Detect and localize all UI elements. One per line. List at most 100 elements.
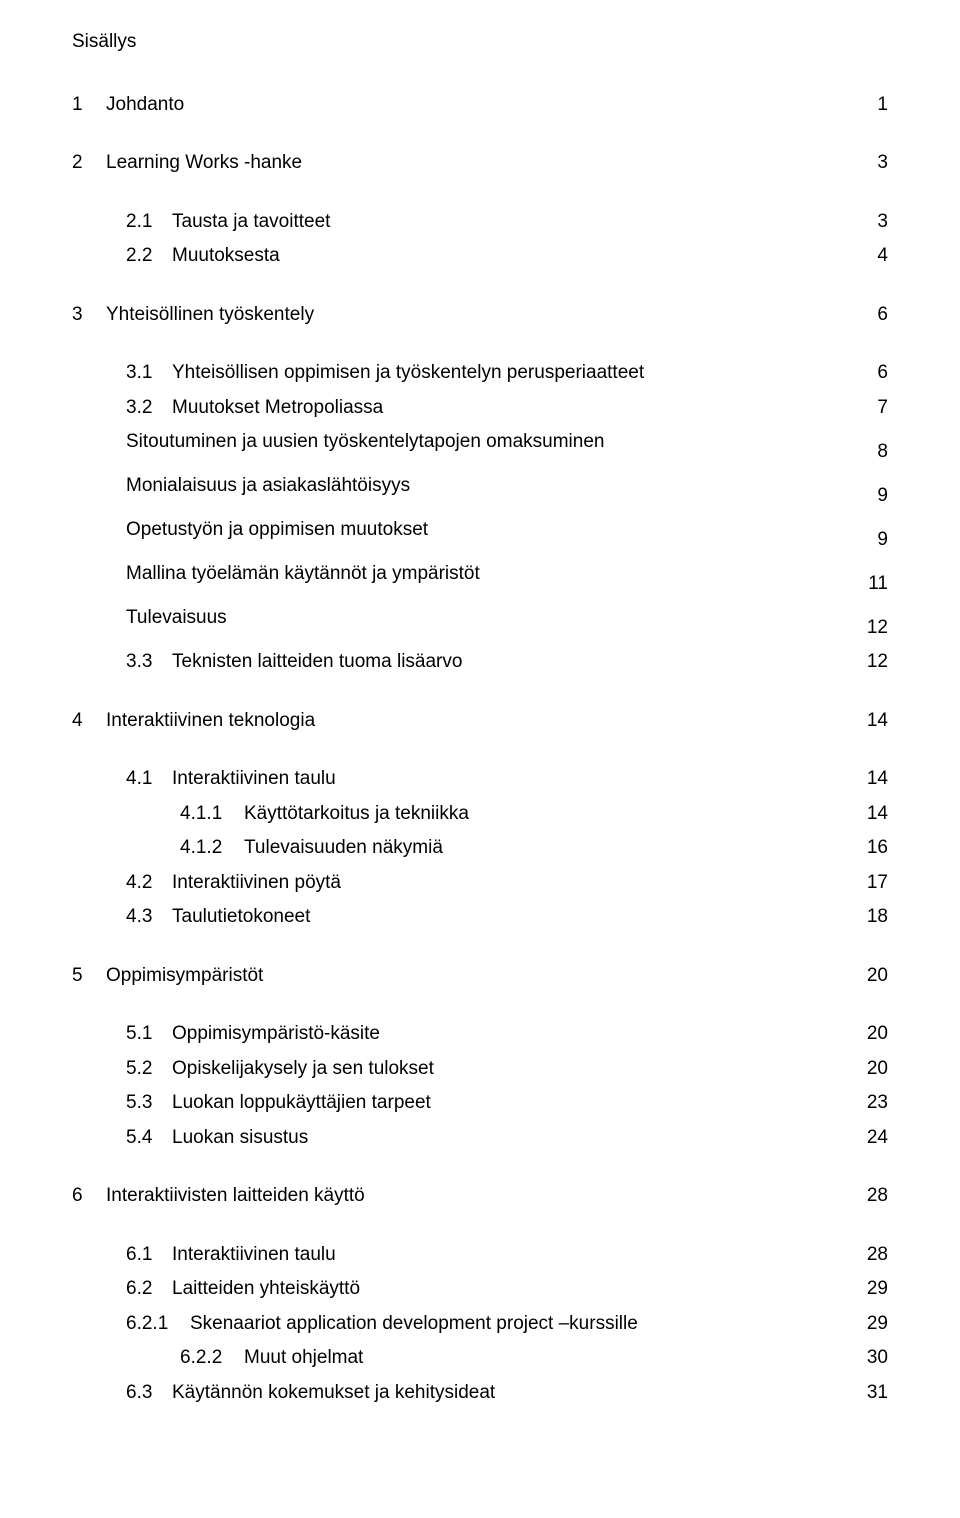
toc-entry: 6.2.1Skenaariot application development … xyxy=(72,1310,888,1339)
toc-entry-number: 1 xyxy=(72,91,106,120)
toc-entry-page: 28 xyxy=(848,1241,888,1270)
toc-entry: 4.1Interaktiivinen taulu14 xyxy=(72,765,888,794)
toc-entry-page: 12 xyxy=(848,614,888,643)
toc-entry-number: 5.1 xyxy=(126,1020,172,1049)
toc-entry: Mallina työelämän käytännöt ja ympäristö… xyxy=(72,560,888,598)
toc-entry-number: 3 xyxy=(72,301,106,330)
toc-entry: 2Learning Works -hanke 3 xyxy=(72,149,888,178)
toc-entry-label: Tausta ja tavoitteet xyxy=(172,208,330,237)
toc-entry-page: 18 xyxy=(848,903,888,932)
toc-entry: 5.3Luokan loppukäyttäjien tarpeet23 xyxy=(72,1089,888,1118)
toc-entry: 4.1.1Käyttötarkoitus ja tekniikka 14 xyxy=(72,800,888,829)
toc-heading: Sisällys xyxy=(72,28,888,57)
toc-entry-label: Skenaariot application development proje… xyxy=(190,1310,638,1339)
toc-entry: 5.2Opiskelijakysely ja sen tulokset 20 xyxy=(72,1055,888,1084)
toc-entry-label: Tulevaisuuden näkymiä xyxy=(244,834,443,863)
toc-entry-page: 4 xyxy=(848,242,888,271)
toc-entry-page: 17 xyxy=(848,869,888,898)
toc-entry-number: 4.1.2 xyxy=(180,834,244,863)
toc-entry-number: 6.1 xyxy=(126,1241,172,1270)
toc-entry-page: 16 xyxy=(848,834,888,863)
toc-entry-number: 2.2 xyxy=(126,242,172,271)
toc-entry-page: 3 xyxy=(848,208,888,237)
toc-entry-page: 14 xyxy=(848,765,888,794)
toc-entry: 5.1Oppimisympäristö-käsite 20 xyxy=(72,1020,888,1049)
toc-entry-label: Luokan loppukäyttäjien tarpeet xyxy=(172,1089,431,1118)
toc-entry: 6.2.2Muut ohjelmat 30 xyxy=(72,1344,888,1373)
toc-entry: 3.1Yhteisöllisen oppimisen ja työskentel… xyxy=(72,359,888,388)
toc-entry: 5Oppimisympäristöt20 xyxy=(72,962,888,991)
toc-entry-label: Muut ohjelmat xyxy=(244,1344,363,1373)
toc-entry-number: 3.3 xyxy=(126,648,172,677)
toc-entry-page: 9 xyxy=(848,526,888,555)
toc-entry: 3Yhteisöllinen työskentely6 xyxy=(72,301,888,330)
toc-entry-number: 6 xyxy=(72,1182,106,1211)
toc-entry-number: 5.3 xyxy=(126,1089,172,1118)
toc-entry: 6.1Interaktiivinen taulu 28 xyxy=(72,1241,888,1270)
toc-entry-label: Teknisten laitteiden tuoma lisäarvo xyxy=(172,648,462,677)
toc-entry-page: 20 xyxy=(848,1020,888,1049)
toc-entry-number: 4.1 xyxy=(126,765,172,794)
toc-entry-label: Tulevaisuus xyxy=(126,604,227,633)
toc-entry-label: Laitteiden yhteiskäyttö xyxy=(172,1275,360,1304)
toc-entry: 4.1.2Tulevaisuuden näkymiä 16 xyxy=(72,834,888,863)
toc-entry-number: 6.2.2 xyxy=(180,1344,244,1373)
toc-entry: 5.4Luokan sisustus24 xyxy=(72,1124,888,1153)
toc-entry-page: 20 xyxy=(848,1055,888,1084)
toc-entry-label: Mallina työelämän käytännöt ja ympäristö… xyxy=(126,560,480,589)
toc-entry: Monialaisuus ja asiakaslähtöisyys 9 xyxy=(72,472,888,510)
toc-entry: 4.3Taulutietokoneet18 xyxy=(72,903,888,932)
toc-entry-number: 3.2 xyxy=(126,394,172,423)
toc-entry: 6.3Käytännön kokemukset ja kehitysideat3… xyxy=(72,1379,888,1408)
toc-entry: 4.2Interaktiivinen pöytä 17 xyxy=(72,869,888,898)
toc-entry-page: 14 xyxy=(848,800,888,829)
toc-entry-label: Learning Works -hanke xyxy=(106,149,302,178)
toc-entry-number: 5.4 xyxy=(126,1124,172,1153)
toc-entry-label: Interaktiivisten laitteiden käyttö xyxy=(106,1182,365,1211)
toc-entry-page: 8 xyxy=(848,438,888,467)
toc-entry-number: 4 xyxy=(72,707,106,736)
toc-entry-page: 28 xyxy=(848,1182,888,1211)
toc-entry-page: 29 xyxy=(848,1310,888,1339)
toc-entry-page: 31 xyxy=(848,1379,888,1408)
toc-entry-number: 4.1.1 xyxy=(180,800,244,829)
toc-entry: 2.1Tausta ja tavoitteet 3 xyxy=(72,208,888,237)
toc-entry-label: Käytännön kokemukset ja kehitysideat xyxy=(172,1379,495,1408)
toc-entry-label: Luokan sisustus xyxy=(172,1124,308,1153)
toc-entry-page: 3 xyxy=(848,149,888,178)
toc-entry-label: Taulutietokoneet xyxy=(172,903,310,932)
toc-entry: 3.2Muutokset Metropoliassa7 xyxy=(72,394,888,423)
toc-entry-number: 3.1 xyxy=(126,359,172,388)
toc-entry-number: 4.2 xyxy=(126,869,172,898)
toc-entry-page: 11 xyxy=(848,570,888,599)
toc-entry-page: 1 xyxy=(848,91,888,120)
toc-entry-number: 6.2 xyxy=(126,1275,172,1304)
toc-entry-label: Käyttötarkoitus ja tekniikka xyxy=(244,800,469,829)
toc-entry-number: 2 xyxy=(72,149,106,178)
toc-entry-page: 30 xyxy=(848,1344,888,1373)
toc-entry-number: 6.2.1 xyxy=(126,1310,190,1339)
toc-entry-label: Yhteisöllisen oppimisen ja työskentelyn … xyxy=(172,359,644,388)
toc-entry-label: Opiskelijakysely ja sen tulokset xyxy=(172,1055,434,1084)
toc-entry-page: 12 xyxy=(848,648,888,677)
toc-entry: 6Interaktiivisten laitteiden käyttö 28 xyxy=(72,1182,888,1211)
toc-entry-label: Monialaisuus ja asiakaslähtöisyys xyxy=(126,472,410,501)
toc-entry: Opetustyön ja oppimisen muutokset 9 xyxy=(72,516,888,554)
toc-entry-label: Sitoutuminen ja uusien työskentelytapoje… xyxy=(126,428,604,457)
toc-entry-label: Interaktiivinen pöytä xyxy=(172,869,341,898)
toc-entry-number: 5.2 xyxy=(126,1055,172,1084)
toc-entry-page: 9 xyxy=(848,482,888,511)
toc-entry-label: Oppimisympäristö-käsite xyxy=(172,1020,380,1049)
toc-entry: 1Johdanto1 xyxy=(72,91,888,120)
toc-entry: Tulevaisuus 12 xyxy=(72,604,888,642)
toc-entry-number: 2.1 xyxy=(126,208,172,237)
toc-entry-page: 14 xyxy=(848,707,888,736)
toc-entry-label: Interaktiivinen taulu xyxy=(172,1241,336,1270)
toc-entry-page: 20 xyxy=(848,962,888,991)
toc-entry-page: 6 xyxy=(848,359,888,388)
toc-entry-label: Muutoksesta xyxy=(172,242,280,271)
toc-entry: 4Interaktiivinen teknologia14 xyxy=(72,707,888,736)
toc-entry-label: Oppimisympäristöt xyxy=(106,962,263,991)
toc-entry-label: Opetustyön ja oppimisen muutokset xyxy=(126,516,428,545)
toc-entry-label: Johdanto xyxy=(106,91,184,120)
